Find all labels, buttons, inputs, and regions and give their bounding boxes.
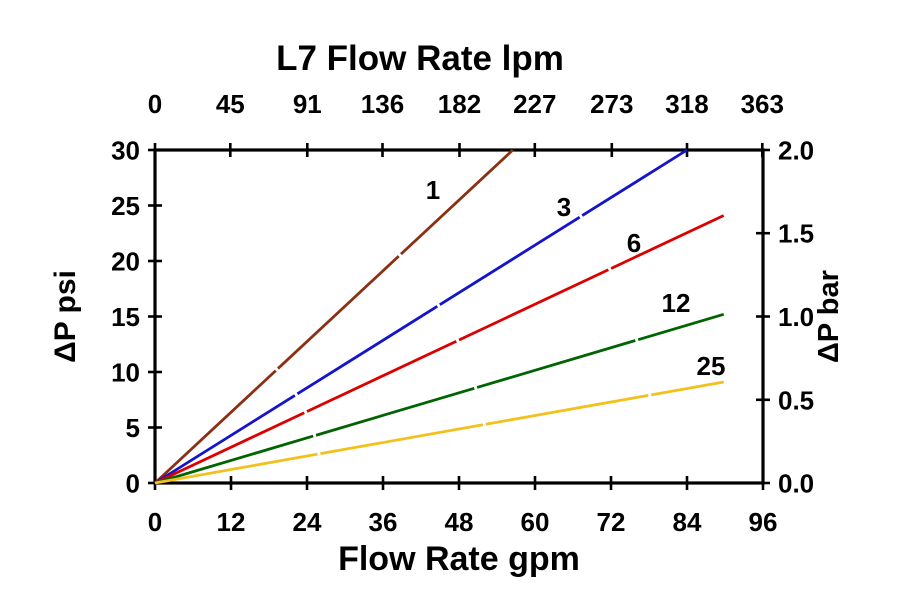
svg-text:6: 6 [627, 228, 641, 258]
svg-text:273: 273 [590, 89, 633, 119]
svg-text:20: 20 [111, 247, 140, 277]
svg-text:ΔP psi: ΔP psi [49, 270, 82, 363]
svg-text:3: 3 [557, 192, 571, 222]
svg-text:1.5: 1.5 [778, 219, 814, 249]
svg-text:25: 25 [111, 191, 140, 221]
svg-text:0.0: 0.0 [778, 469, 814, 499]
svg-text:96: 96 [749, 507, 778, 537]
svg-text:182: 182 [438, 89, 481, 119]
svg-text:10: 10 [111, 358, 140, 388]
svg-text:12: 12 [662, 288, 691, 318]
svg-text:5: 5 [126, 413, 140, 443]
svg-text:136: 136 [361, 89, 404, 119]
svg-text:72: 72 [597, 507, 626, 537]
svg-text:25: 25 [697, 351, 726, 381]
svg-text:12: 12 [217, 507, 246, 537]
svg-text:363: 363 [741, 89, 784, 119]
svg-text:15: 15 [111, 302, 140, 332]
svg-text:Flow Rate gpm: Flow Rate gpm [338, 540, 580, 578]
svg-text:91: 91 [293, 89, 322, 119]
svg-text:0: 0 [148, 507, 162, 537]
svg-text:1: 1 [426, 175, 440, 205]
svg-text:60: 60 [521, 507, 550, 537]
svg-text:45: 45 [216, 89, 245, 119]
svg-text:84: 84 [673, 507, 702, 537]
svg-text:1.0: 1.0 [778, 302, 814, 332]
svg-text:0.5: 0.5 [778, 385, 814, 415]
svg-text:30: 30 [111, 136, 140, 166]
svg-text:318: 318 [665, 89, 708, 119]
svg-text:227: 227 [513, 89, 556, 119]
svg-text:L7 Flow Rate lpm: L7 Flow Rate lpm [276, 39, 564, 78]
svg-text:36: 36 [369, 507, 398, 537]
svg-text:24: 24 [293, 507, 322, 537]
svg-text:48: 48 [445, 507, 474, 537]
svg-text:0: 0 [126, 469, 140, 499]
svg-text:2.0: 2.0 [778, 136, 814, 166]
svg-text:ΔP bar: ΔP bar [813, 270, 845, 363]
svg-text:0: 0 [148, 89, 162, 119]
